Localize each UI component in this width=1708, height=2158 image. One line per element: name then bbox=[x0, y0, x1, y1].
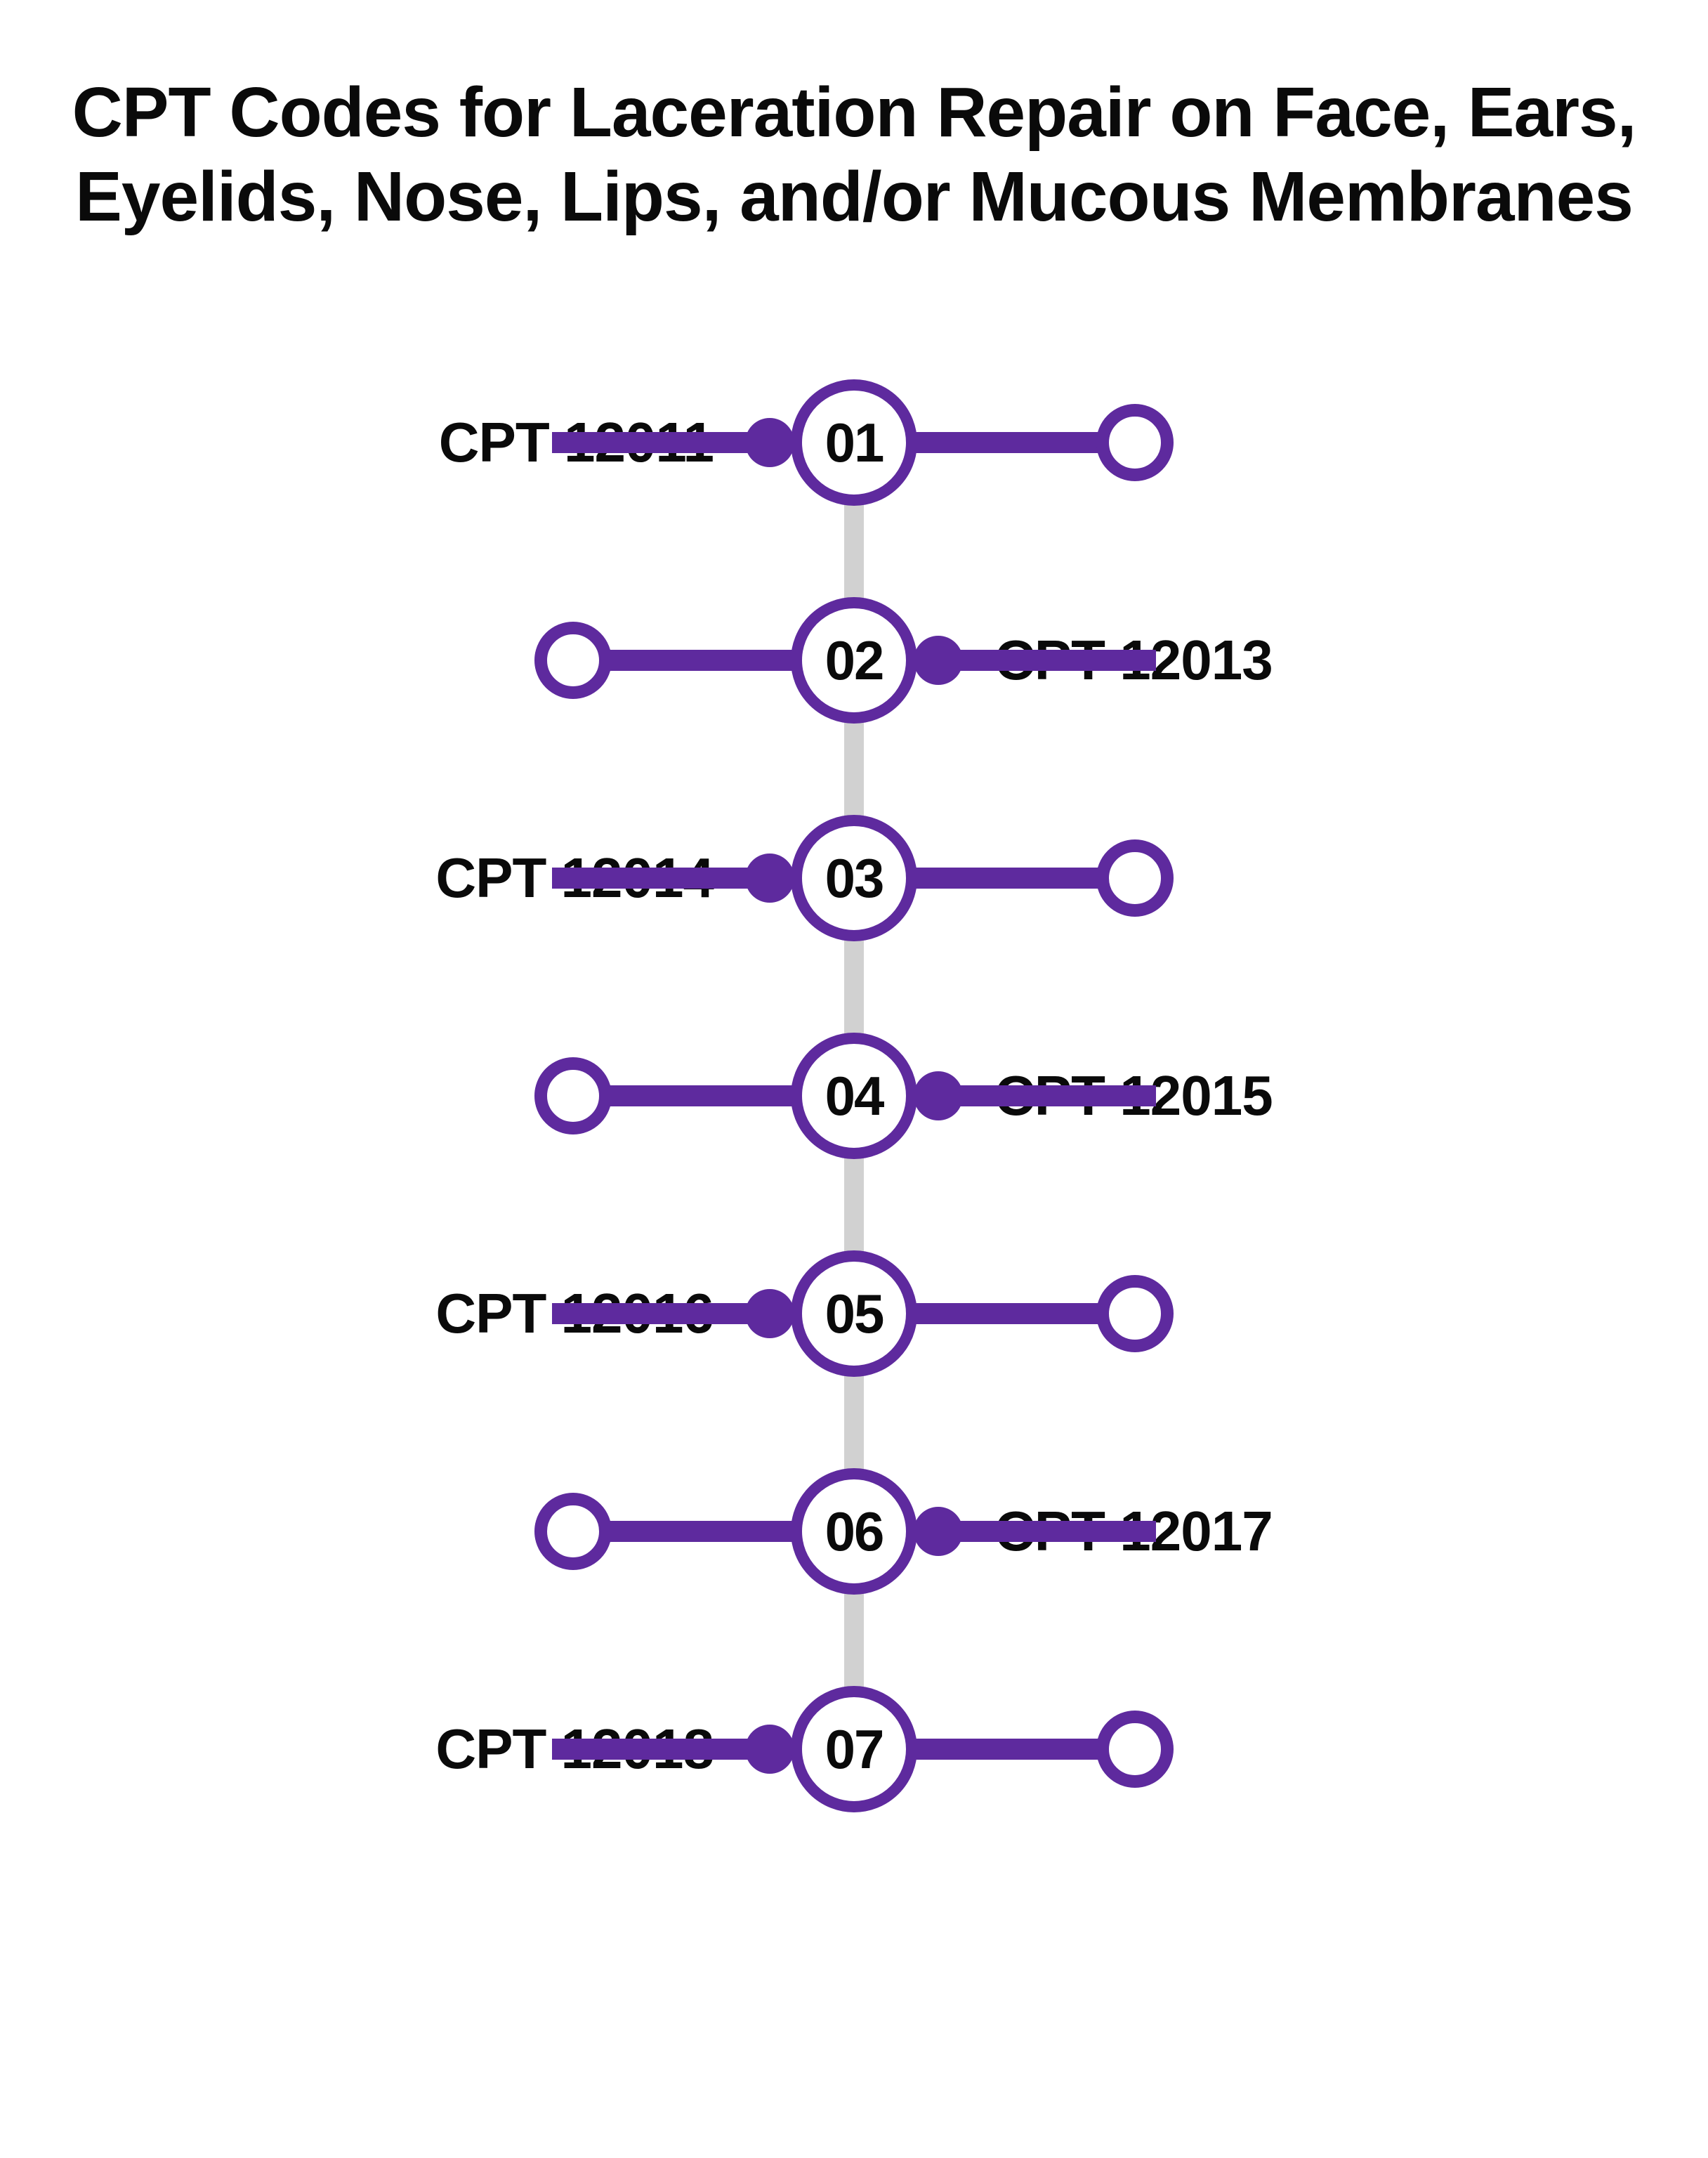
timeline-row: 04CPT 12015 bbox=[362, 1033, 1346, 1159]
dot-filled bbox=[914, 636, 963, 685]
dot-hollow bbox=[1096, 1275, 1174, 1352]
step-number-circle: 07 bbox=[791, 1686, 917, 1812]
step-number: 01 bbox=[825, 411, 883, 475]
timeline-row: 01CPT 12011 bbox=[362, 379, 1346, 506]
timeline-row: 02CPT 12013 bbox=[362, 597, 1346, 724]
dot-hollow bbox=[534, 622, 612, 699]
dot-hollow bbox=[1096, 839, 1174, 917]
step-number: 05 bbox=[825, 1282, 883, 1346]
step-number: 06 bbox=[825, 1500, 883, 1564]
timeline-container: 01CPT 12011 02CPT 12013 03CPT 12014 04CPT 1… bbox=[56, 379, 1652, 1812]
timeline-row: 07CPT 12018 bbox=[362, 1686, 1346, 1812]
dot-hollow bbox=[534, 1493, 612, 1570]
dot-filled bbox=[745, 1725, 794, 1774]
timeline-row: 03CPT 12014 bbox=[362, 815, 1346, 941]
dot-filled bbox=[745, 854, 794, 903]
step-number-circle: 02 bbox=[791, 597, 917, 724]
step-number-circle: 06 bbox=[791, 1468, 917, 1595]
step-number-circle: 04 bbox=[791, 1033, 917, 1159]
step-number-circle: 05 bbox=[791, 1250, 917, 1377]
dot-filled bbox=[745, 1289, 794, 1338]
dot-hollow bbox=[534, 1057, 612, 1134]
dot-hollow bbox=[1096, 404, 1174, 481]
dot-hollow bbox=[1096, 1711, 1174, 1788]
dot-filled bbox=[914, 1507, 963, 1556]
dot-filled bbox=[914, 1071, 963, 1120]
step-number: 07 bbox=[825, 1718, 883, 1781]
dot-filled bbox=[745, 418, 794, 467]
step-number: 04 bbox=[825, 1064, 883, 1128]
page-title: CPT Codes for Laceration Repair on Face,… bbox=[56, 70, 1652, 239]
step-number: 02 bbox=[825, 629, 883, 693]
timeline-row: 06CPT 12017 bbox=[362, 1468, 1346, 1595]
timeline: 01CPT 12011 02CPT 12013 03CPT 12014 04CPT 1… bbox=[362, 379, 1346, 1812]
step-number-circle: 03 bbox=[791, 815, 917, 941]
timeline-row: 05CPT 12016 bbox=[362, 1250, 1346, 1377]
step-number: 03 bbox=[825, 846, 883, 910]
step-number-circle: 01 bbox=[791, 379, 917, 506]
